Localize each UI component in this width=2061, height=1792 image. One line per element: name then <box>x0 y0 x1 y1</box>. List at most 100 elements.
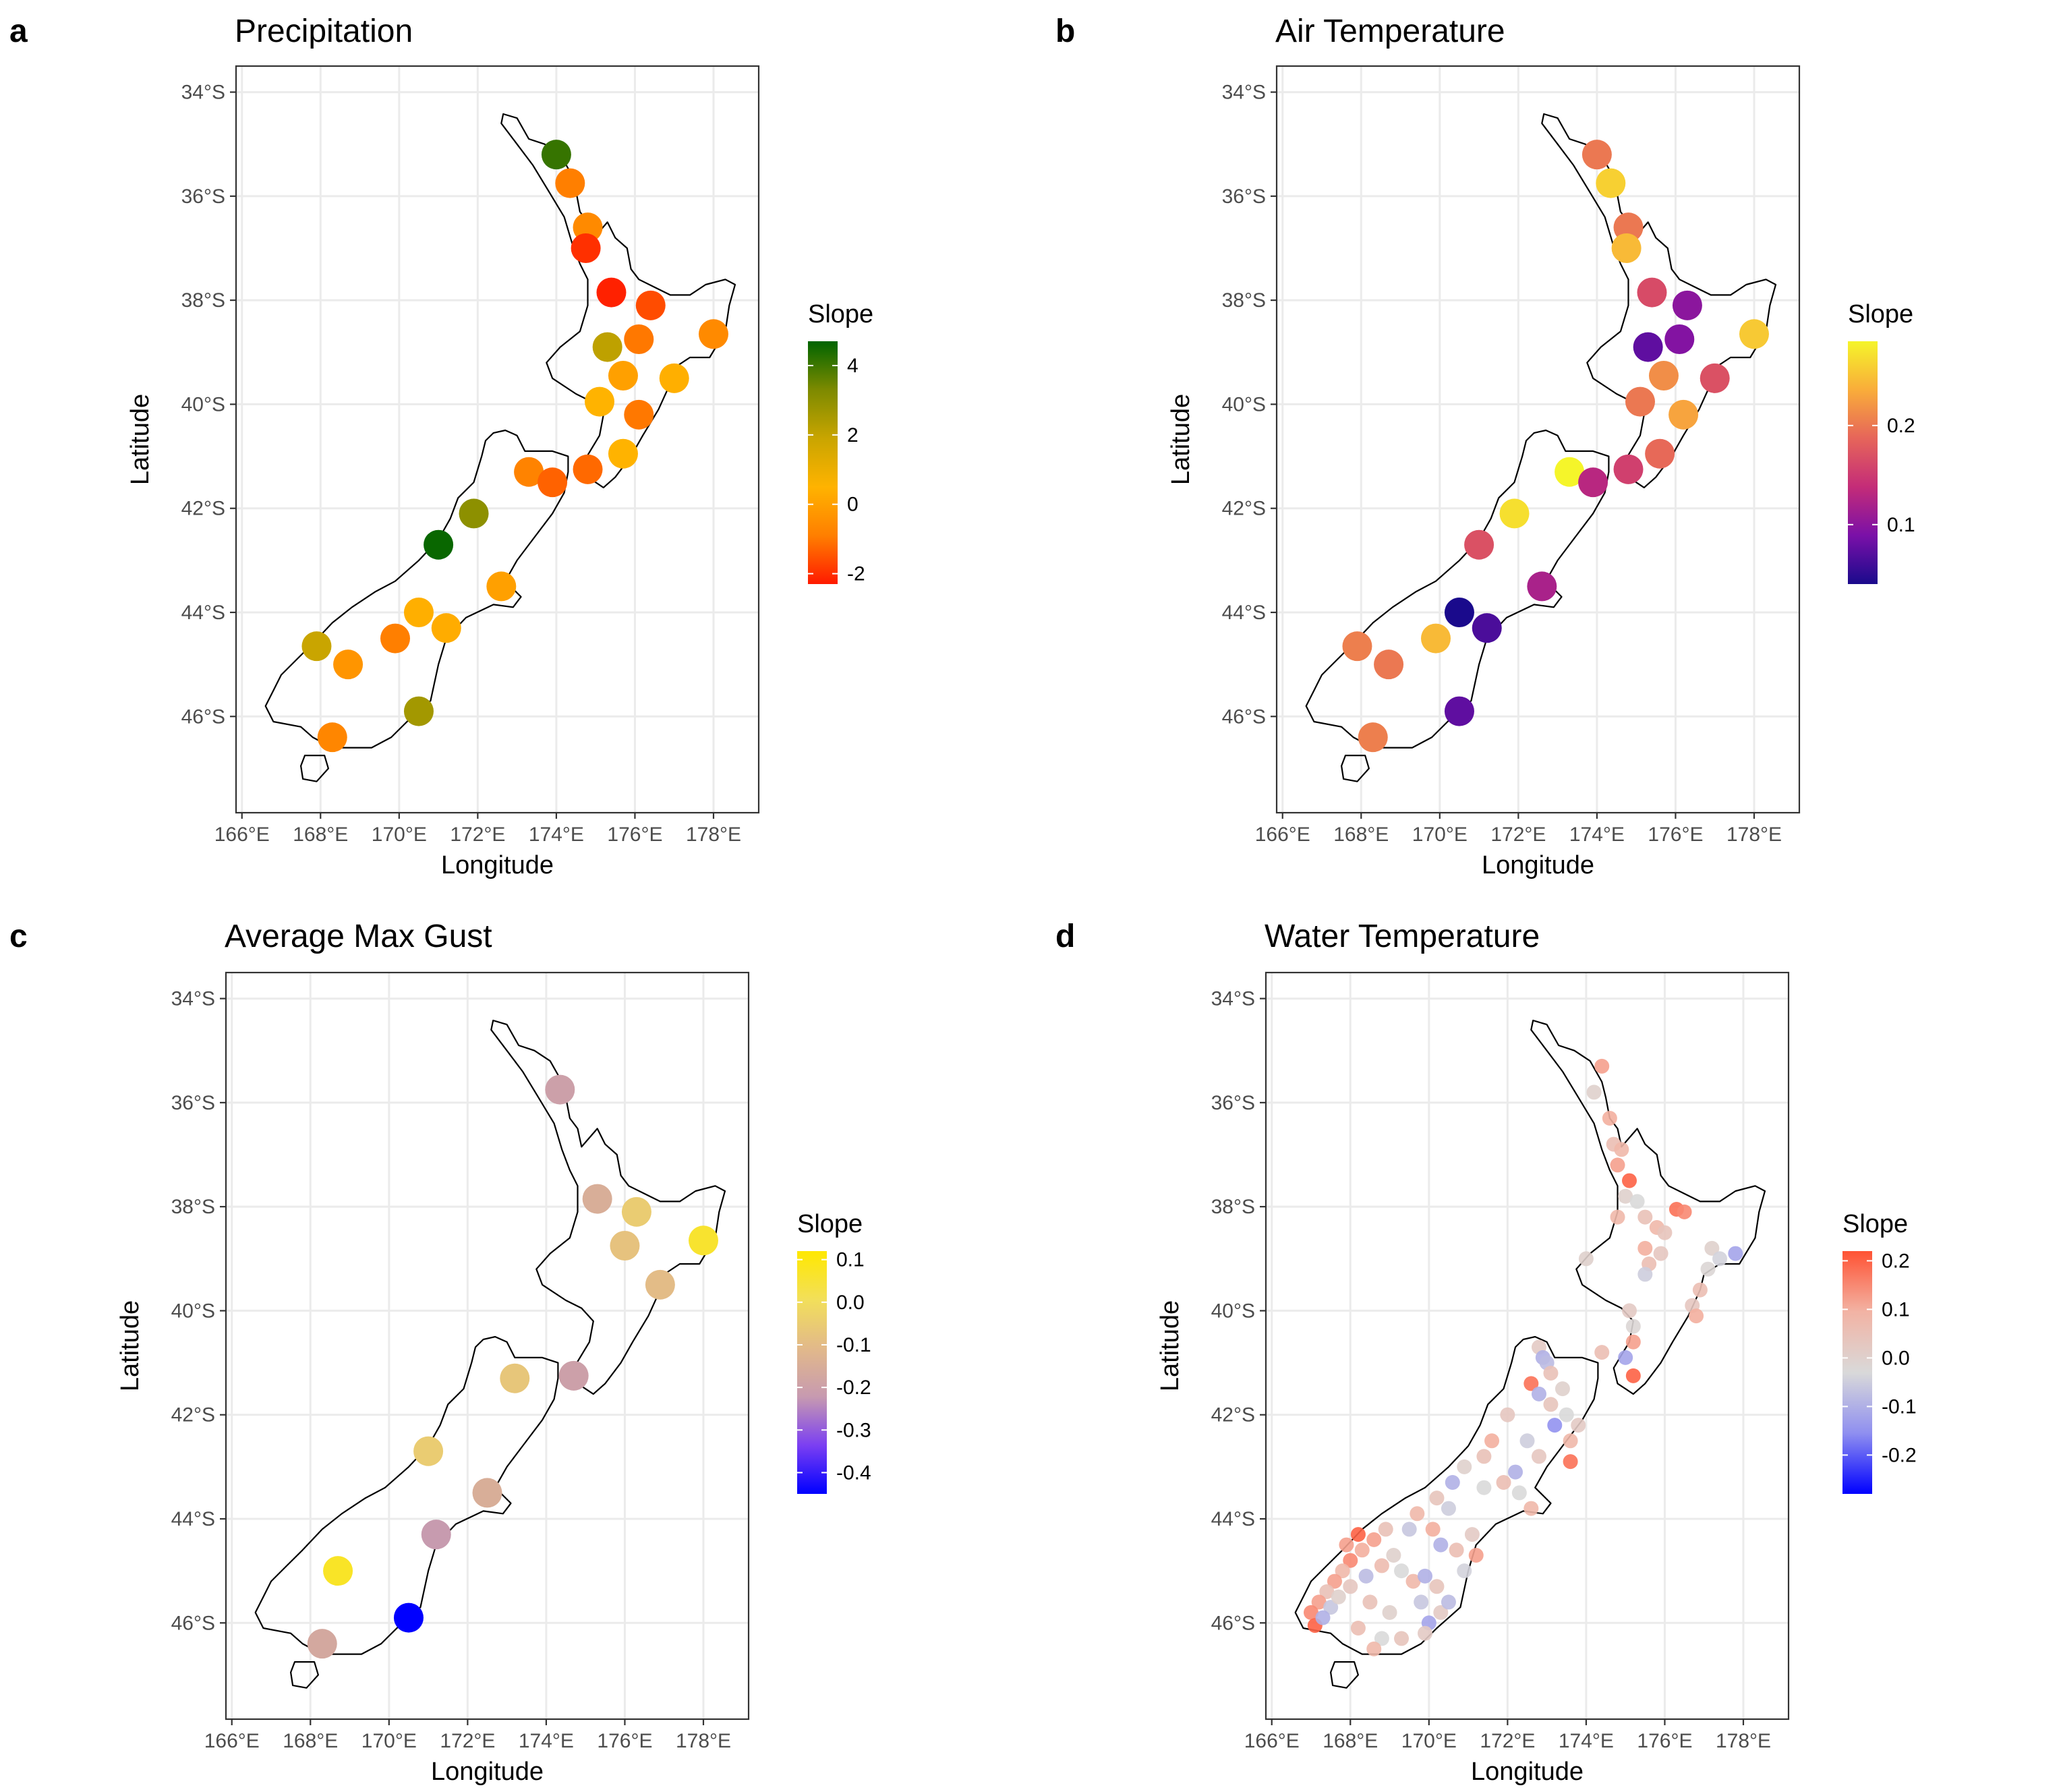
y-tick-label: 42°S <box>171 1404 215 1426</box>
station-point <box>1476 1449 1492 1464</box>
panel-title: Precipitation <box>235 13 413 49</box>
station-point <box>1433 1605 1449 1620</box>
station-point <box>1311 1594 1327 1610</box>
panel-title: Water Temperature <box>1265 919 1540 954</box>
y-axis-title: Latitude <box>116 1300 144 1391</box>
station-point <box>624 324 654 354</box>
station-point <box>1342 631 1372 662</box>
station-point <box>1476 1480 1492 1495</box>
station-point <box>424 529 454 560</box>
station-point <box>1327 1573 1342 1589</box>
y-tick-label: 42°S <box>181 498 225 520</box>
station-point <box>1441 1501 1456 1516</box>
panel-a-precipitation: 166°E 168°E 170°E 172°E 174°E 176°E 178°E34°S3… <box>9 13 873 879</box>
station-point <box>393 1602 424 1633</box>
station-point <box>555 168 585 198</box>
station-point <box>1429 1579 1445 1594</box>
station-point <box>1374 649 1404 680</box>
y-tick-label: 42°S <box>1222 498 1266 520</box>
panel-border <box>235 65 760 814</box>
station-point <box>459 498 489 529</box>
station-point <box>431 613 461 643</box>
station-point <box>1323 1600 1339 1615</box>
y-tick-label: 40°S <box>181 393 225 415</box>
legend-tick-label: 0.0 <box>836 1292 865 1314</box>
station-point <box>1596 168 1626 198</box>
station-point <box>1594 1345 1610 1360</box>
legend-tick-label: -0.1 <box>836 1334 871 1356</box>
station-point <box>1319 1584 1335 1599</box>
station-point <box>1602 1111 1617 1126</box>
x-tick-label: 172°E <box>1480 1730 1535 1752</box>
color-legend: Slope 4 2 0 -2 <box>808 300 873 585</box>
station-point <box>1445 1475 1460 1490</box>
x-tick-label: 170°E <box>1412 823 1468 846</box>
station-point <box>1496 1475 1511 1490</box>
y-axis: 34°S 36°S 38°S 40°S 42°S 44°S 46°S <box>1211 988 1266 1634</box>
x-tick-label: 178°E <box>1716 1730 1771 1752</box>
station-point <box>1559 1407 1574 1422</box>
x-axis: 166°E 168°E 170°E 172°E 174°E 176°E 178°E <box>214 813 741 846</box>
y-axis: 34°S 36°S 38°S 40°S 42°S 44°S 46°S <box>181 82 236 728</box>
plot-area <box>236 66 759 813</box>
panel-border <box>1275 65 1801 814</box>
station-point <box>307 1629 337 1659</box>
y-tick-label: 34°S <box>1222 82 1266 104</box>
station-point <box>1648 361 1679 391</box>
station-point <box>1444 696 1474 726</box>
x-axis-title: Longitude <box>431 1758 544 1786</box>
station-point <box>698 319 728 349</box>
color-legend: Slope 0.2 0.1 0.0 -0.1 -0.2 <box>1842 1210 1917 1494</box>
x-tick-label: 178°E <box>1726 823 1782 846</box>
station-point <box>1339 1537 1354 1553</box>
station-point <box>1677 1204 1692 1219</box>
station-point <box>1653 1246 1668 1261</box>
station-point <box>621 1196 651 1227</box>
gridlines <box>1266 973 1789 1719</box>
x-tick-label: 178°E <box>686 823 741 846</box>
station-point <box>1610 1157 1625 1173</box>
legend-tick-label: -0.1 <box>1882 1395 1917 1418</box>
station-point <box>1531 1449 1546 1464</box>
x-tick-label: 170°E <box>1401 1730 1457 1752</box>
legend-colorbar <box>1842 1251 1872 1494</box>
x-axis-title: Longitude <box>441 851 554 879</box>
station-point <box>541 140 571 170</box>
panel-title: Air Temperature <box>1275 13 1505 49</box>
stewart-island-outline <box>1330 1661 1359 1689</box>
station-point <box>1531 1386 1546 1401</box>
gridlines <box>226 973 749 1719</box>
station-point <box>1637 1267 1653 1282</box>
legend-tick-label: 4 <box>847 355 859 377</box>
y-tick-label: 44°S <box>181 602 225 624</box>
panel-d-water-temperature: 166°E 168°E 170°E 172°E 174°E 176°E 178°E34°S3… <box>1055 919 1917 1786</box>
y-tick-label: 44°S <box>171 1508 215 1530</box>
panel-c-average-max-gust: 166°E 168°E 170°E 172°E 174°E 176°E 178°E34°S3… <box>9 919 871 1786</box>
station-point <box>635 290 666 320</box>
station-point <box>1417 1568 1432 1584</box>
y-tick-label: 40°S <box>1222 393 1266 415</box>
station-point <box>558 1360 589 1391</box>
station-point <box>1433 1537 1449 1553</box>
station-point <box>1350 1621 1366 1636</box>
stewart-island-outline <box>1341 755 1370 782</box>
station-point <box>1618 1188 1633 1204</box>
station-point <box>1581 140 1612 170</box>
station-point <box>403 696 434 726</box>
legend-tick-label: 0.0 <box>1882 1347 1910 1369</box>
y-tick-label: 40°S <box>1211 1300 1255 1322</box>
station-point <box>1555 457 1585 487</box>
station-point <box>1410 1506 1425 1522</box>
station-point <box>582 1184 612 1214</box>
x-tick-label: 168°E <box>1333 823 1389 846</box>
station-point <box>1378 1522 1393 1537</box>
station-point <box>1366 1532 1382 1547</box>
y-tick-label: 46°S <box>1211 1612 1255 1634</box>
station-point <box>1405 1573 1421 1589</box>
station-point <box>1425 1522 1441 1537</box>
station-point <box>1366 1641 1382 1656</box>
station-point <box>1472 613 1502 643</box>
legend-tick-label: 0.1 <box>1887 514 1915 536</box>
legend-tick-label: -2 <box>847 563 865 585</box>
station-point <box>1499 498 1530 529</box>
